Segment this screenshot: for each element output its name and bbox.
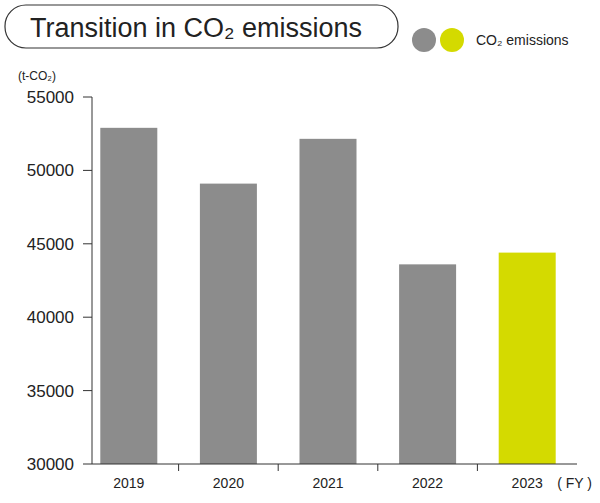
- y-tick-label: 40000: [27, 308, 74, 327]
- y-tick-label: 30000: [27, 455, 74, 474]
- y-axis-label: (t-CO₂): [18, 69, 56, 83]
- x-tick-label: 2023: [512, 475, 543, 491]
- bar: [100, 128, 157, 464]
- y-tick-label: 55000: [27, 88, 74, 107]
- y-tick: [83, 317, 92, 318]
- bar: [399, 264, 456, 464]
- legend-label: CO₂ emissions: [476, 32, 569, 48]
- x-tick: [178, 464, 179, 471]
- chart: Transition in CO₂ emissions CO₂ emissions…: [0, 0, 600, 503]
- x-tick-label: 2019: [113, 475, 144, 491]
- y-tick-label: 45000: [27, 235, 74, 254]
- x-tick-label: 2021: [312, 475, 343, 491]
- x-axis-line: [92, 464, 577, 465]
- y-tick: [83, 464, 92, 465]
- bar: [499, 253, 556, 464]
- x-tick-label: 2020: [213, 475, 244, 491]
- y-tick-label: 35000: [27, 382, 74, 401]
- x-tick: [278, 464, 279, 471]
- title: Transition in CO₂ emissions: [30, 13, 362, 43]
- x-tick-label: 2022: [412, 475, 443, 491]
- x-tick: [377, 464, 378, 471]
- x-tick: [477, 464, 478, 471]
- y-tick-label: 50000: [27, 161, 74, 180]
- legend-swatch: [412, 28, 436, 52]
- bars: [100, 128, 555, 464]
- x-axis-label: ( FY ): [557, 475, 592, 491]
- title-box: [5, 5, 398, 48]
- y-tick: [83, 390, 92, 391]
- y-tick: [83, 170, 92, 171]
- bar: [300, 139, 357, 464]
- y-tick: [83, 243, 92, 244]
- bar: [200, 184, 257, 464]
- legend-swatch: [440, 28, 464, 52]
- y-tick: [83, 97, 92, 98]
- y-axis-line: [92, 97, 93, 464]
